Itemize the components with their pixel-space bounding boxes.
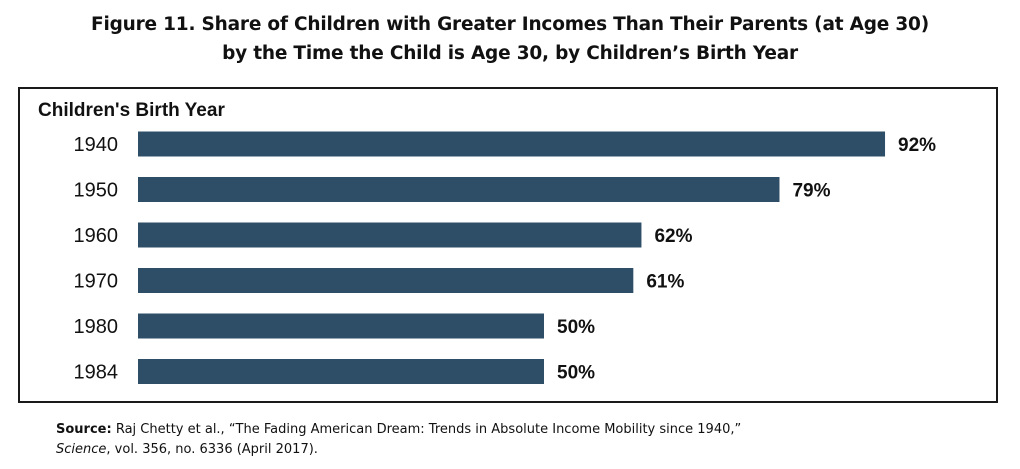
source-note: Source: Raj Chetty et al., “The Fading A… xyxy=(56,420,741,460)
figure-title-line-2: by the Time the Child is Age 30, by Chil… xyxy=(222,43,798,64)
bar xyxy=(138,313,544,339)
bar-value-label: 50% xyxy=(557,363,595,384)
bar xyxy=(138,177,780,202)
bar-value-label: 79% xyxy=(792,181,830,202)
bar xyxy=(138,359,544,384)
category-tick-label: 1980 xyxy=(74,316,119,338)
bar xyxy=(138,268,634,293)
figure-title-line-1: Figure 11. Share of Children with Greate… xyxy=(91,14,929,35)
bar-value-label: 50% xyxy=(557,317,595,338)
source-citation: Raj Chetty et al., “The Fading American … xyxy=(115,422,742,437)
category-tick-label: 1940 xyxy=(74,134,119,156)
source-label: Source: xyxy=(56,422,112,437)
category-tick-label: 1950 xyxy=(74,180,119,202)
bar-chart: Children's Birth Year 1940 92% 1950 79% 1960 6… xyxy=(38,100,936,384)
bar xyxy=(138,131,886,157)
bar-value-label: 61% xyxy=(646,272,684,293)
figure-title: Figure 11. Share of Children with Greate… xyxy=(0,10,1020,68)
bar xyxy=(138,222,642,248)
category-tick-label: 1970 xyxy=(74,271,119,293)
category-tick-label: 1960 xyxy=(74,225,119,247)
source-details: , vol. 356, no. 6336 (April 2017). xyxy=(106,442,318,457)
bar-value-label: 62% xyxy=(654,226,692,247)
chart-frame: Children's Birth Year 1940 92% 1950 79% 1960 6… xyxy=(18,87,998,403)
axis-title: Children's Birth Year xyxy=(38,100,225,121)
source-journal: Science xyxy=(56,442,107,457)
category-tick-label: 1984 xyxy=(74,362,119,384)
bar-value-label: 92% xyxy=(898,135,936,156)
